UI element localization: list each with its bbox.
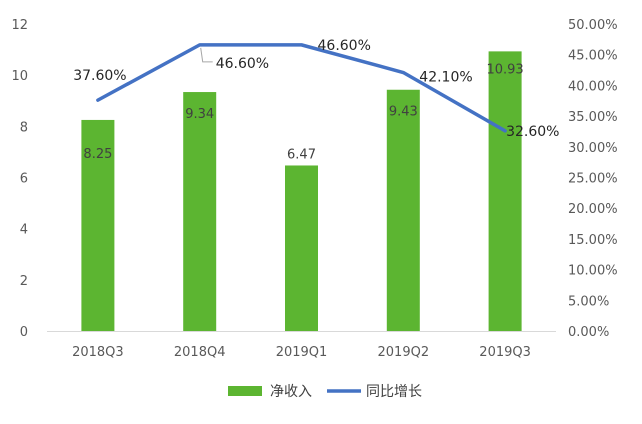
y-right-tick-label: 0.00% <box>568 325 609 340</box>
y-left-tick-label: 4 <box>20 223 28 238</box>
y-right-tick-label: 45.00% <box>568 49 618 64</box>
growth-line <box>96 43 507 133</box>
bar-2019Q2 <box>386 89 420 331</box>
line-value-label: 46.60% <box>216 56 269 72</box>
y-right-tick-label: 15.00% <box>568 233 618 248</box>
bar-value-label: 8.25 <box>83 147 112 162</box>
y-left-tick-label: 8 <box>20 120 28 135</box>
y-right-tick-label: 20.00% <box>568 202 618 217</box>
line-value-label: 46.60% <box>318 38 371 54</box>
label-leader-line <box>200 47 213 63</box>
legend-label-line: 同比增长 <box>366 384 422 400</box>
y-right-tick-label: 10.00% <box>568 264 618 279</box>
y-right-tick-label: 5.00% <box>568 294 609 309</box>
x-tick-label: 2019Q3 <box>479 345 531 360</box>
line-value-label: 37.60% <box>73 68 126 84</box>
line-value-label: 42.10% <box>419 70 472 86</box>
line-value-label: 32.60% <box>506 124 559 140</box>
y-right-tick-label: 25.00% <box>568 172 618 187</box>
y-right-tick-label: 35.00% <box>568 110 618 125</box>
y-left-tick-label: 0 <box>20 325 28 340</box>
bar-value-label: 9.43 <box>389 105 418 120</box>
bar-value-label: 6.47 <box>287 147 316 162</box>
bar-2018Q4 <box>183 92 217 331</box>
bar-value-label: 10.93 <box>486 62 523 77</box>
y-left-tick-label: 12 <box>11 18 28 33</box>
y-left-tick-label: 6 <box>20 172 28 187</box>
bar-value-label: 9.34 <box>185 107 214 122</box>
x-tick-label: 2018Q3 <box>72 345 124 360</box>
y-left-tick-label: 2 <box>20 274 28 289</box>
y-right-tick-label: 40.00% <box>568 79 618 94</box>
bar-2019Q1 <box>285 165 318 331</box>
y-right-tick-label: 50.00% <box>568 18 618 33</box>
bar-2018Q3 <box>81 119 115 331</box>
y-right-tick-label: 30.00% <box>568 141 618 156</box>
y-left-tick-label: 10 <box>11 69 28 84</box>
bar-2019Q3 <box>488 51 522 331</box>
x-tick-label: 2019Q2 <box>378 345 430 360</box>
x-tick-label: 2019Q1 <box>276 345 328 360</box>
legend-swatch-bar <box>228 386 262 396</box>
legend-label-bar: 净收入 <box>270 384 312 400</box>
x-tick-label: 2018Q4 <box>174 345 226 360</box>
